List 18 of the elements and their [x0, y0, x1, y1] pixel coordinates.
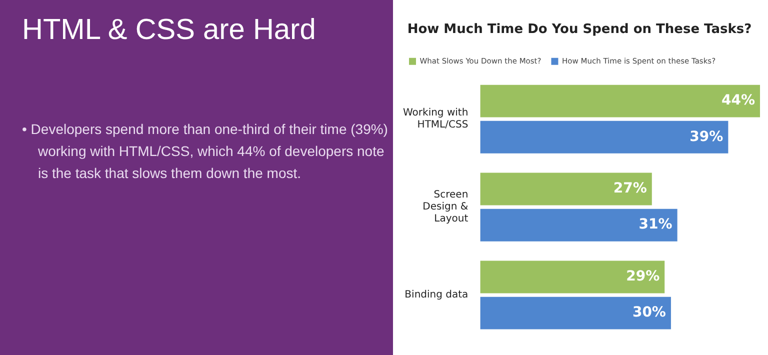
data-label: 29%	[626, 268, 660, 285]
text: • Developers spend more than one-third of their time (39%) working with HTML/CSS, which 44% of developers note is the task that slows them down the most.	[22, 121, 388, 181]
chart-title: How Much Time Do You Spend on These Tasks?	[407, 22, 752, 38]
y-tick-label: Working with HTML/CSS	[402, 108, 468, 131]
bar	[480, 260, 665, 294]
text: HTML & CSS are Hard	[22, 14, 316, 47]
data-label: 44%	[721, 92, 755, 109]
data-label: 27%	[613, 180, 647, 197]
bar	[480, 296, 671, 330]
bar	[480, 208, 678, 242]
y-tick-label: Screen Design & Layout	[422, 190, 468, 225]
data-label: 31%	[638, 216, 672, 233]
bar	[480, 172, 652, 206]
data-label: 30%	[632, 304, 666, 321]
y-tick-label: Binding data	[404, 290, 468, 301]
data-label: 39%	[690, 128, 724, 145]
bar	[480, 120, 728, 154]
bar	[480, 84, 760, 118]
